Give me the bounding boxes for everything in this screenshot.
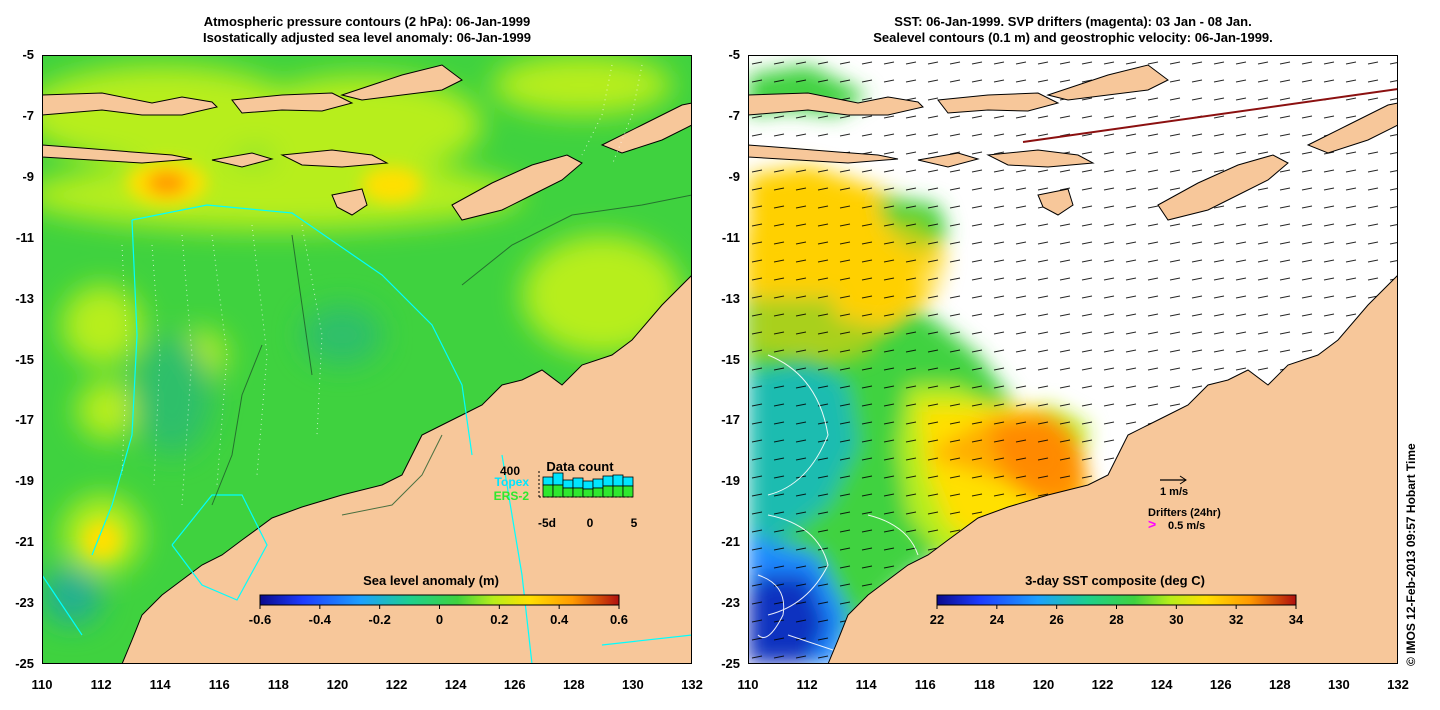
data-count-tick-5: 5 (631, 516, 638, 530)
data-count-inset: Data count 400 Topex ERS-2 -5d 0 5 (494, 459, 638, 530)
left-x-tick: 124 (444, 677, 467, 692)
left-y-tick: -25 (15, 656, 34, 671)
sst-colorbar-tick-label: 24 (990, 612, 1005, 627)
sst-colorbar-tick-label: 32 (1229, 612, 1243, 627)
right-y-tick: -25 (721, 656, 740, 671)
left-title-line1: Atmospheric pressure contours (2 hPa): 0… (203, 14, 531, 29)
right-x-tick: 118 (973, 677, 995, 692)
right-y-tick: -19 (721, 473, 740, 489)
sea-level-colorbar-tick-label: 0.6 (610, 612, 628, 627)
right-y-tick: -11 (721, 229, 740, 245)
left-y-tick: -11 (15, 229, 34, 245)
velocity-legend-label: 1 m/s (1160, 486, 1188, 498)
sst-colorbar-tick-label: 26 (1049, 612, 1063, 627)
right-x-tick: 132 (1387, 677, 1409, 692)
left-x-tick: 120 (326, 677, 349, 692)
right-x-tick: 126 (1209, 677, 1232, 692)
sst-colorbar-tick-label: 34 (1289, 612, 1304, 627)
ers2-label: ERS-2 (494, 489, 530, 503)
data-count-max: 400 (500, 464, 520, 478)
imos-copyright-label: © IMOS 12-Feb-2013 09:57 Hobart Time (1404, 443, 1418, 666)
sea-level-colorbar-tick-label: 0 (436, 612, 443, 627)
right-y-tick: -5 (728, 47, 740, 62)
right-map-frame (748, 55, 1398, 664)
sea-level-colorbar-tick-label: -0.6 (249, 612, 271, 627)
sst-colorbar-tick-label: 28 (1109, 612, 1123, 627)
sea-level-anomaly-map: Sea level anomaly (m) -0.6 -0.4 -0.2 0 0.2 0.… (42, 55, 692, 664)
sea-level-colorbar-label: Sea level anomaly (m) (363, 573, 499, 588)
data-count-tick-neg5: -5d (538, 516, 556, 530)
right-y-tick: -15 (721, 351, 740, 367)
left-x-tick: 118 (267, 677, 289, 692)
velocity-legend: 1 m/s Drifters (24hr) > 0.5 m/s (1148, 475, 1221, 532)
left-y-tick: -19 (15, 473, 34, 489)
right-title-line1: SST: 06-Jan-1999. SVP drifters (magenta)… (894, 14, 1252, 29)
left-x-tick: 130 (622, 677, 644, 692)
sea-level-colorbar: Sea level anomaly (m) -0.6 -0.4 -0.2 0 0.2 0.… (249, 573, 628, 627)
left-y-tick: -7 (22, 107, 34, 123)
left-x-tick: 116 (208, 677, 230, 692)
sst-colorbar-tick-label: 30 (1169, 612, 1183, 627)
right-title-line2: Sealevel contours (0.1 m) and geostrophi… (873, 30, 1273, 45)
right-x-tick: 120 (1032, 677, 1055, 692)
left-y-tick: -5 (22, 47, 34, 62)
left-x-tick: 114 (149, 677, 171, 692)
right-x-tick: 128 (1268, 677, 1291, 692)
left-map-frame (42, 55, 692, 664)
right-x-tick: 124 (1150, 677, 1173, 692)
right-y-tick: -9 (728, 168, 740, 184)
left-x-tick: 126 (503, 677, 526, 692)
sst-colorbar: 3-day SST composite (deg C) 22 24 26 28 30 32… (930, 573, 1304, 627)
landmass-right (748, 64, 1398, 664)
left-x-tick: 122 (385, 677, 408, 692)
sst-colorbar-tick-label: 22 (930, 612, 944, 627)
sea-level-colorbar-tick-label: -0.2 (368, 612, 390, 627)
left-x-tick: 110 (31, 677, 53, 692)
left-title-line2: Isostatically adjusted sea level anomaly… (202, 30, 532, 45)
right-x-tick: 114 (855, 677, 877, 692)
drifters-speed-label: 0.5 m/s (1168, 520, 1205, 532)
right-y-tick: -13 (721, 290, 740, 306)
data-count-tick-0: 0 (587, 516, 594, 530)
right-y-tick: -17 (721, 412, 740, 428)
data-count-title: Data count (546, 459, 614, 474)
topex-label: Topex (495, 475, 530, 489)
right-y-tick: -21 (721, 534, 740, 550)
landmass-left (42, 64, 692, 664)
right-y-tick: -7 (728, 107, 740, 123)
sst-colorbar-label: 3-day SST composite (deg C) (1025, 573, 1205, 588)
sea-level-colorbar-tick-label: 0.2 (490, 612, 508, 627)
right-x-tick: 116 (914, 677, 936, 692)
right-x-tick: 112 (796, 677, 818, 692)
right-y-tick: -23 (721, 595, 740, 611)
left-x-tick: 112 (90, 677, 112, 692)
right-x-tick: 130 (1328, 677, 1350, 692)
right-x-tick: 110 (737, 677, 759, 692)
sst-map: 1 m/s Drifters (24hr) > 0.5 m/s 3-day SS… (748, 55, 1398, 664)
left-y-tick: -9 (22, 168, 34, 184)
left-y-tick: -13 (15, 290, 34, 306)
drifters-legend-label: Drifters (24hr) (1148, 507, 1221, 519)
left-x-tick: 128 (562, 677, 585, 692)
left-y-tick: -17 (15, 412, 34, 428)
left-y-tick: -15 (15, 351, 34, 367)
track-lines (42, 204, 692, 664)
left-x-tick: 132 (681, 677, 703, 692)
drifter-arrow-icon: > (1148, 516, 1156, 532)
sea-level-colorbar-tick-label: -0.4 (309, 612, 332, 627)
drifter-track (1022, 88, 1398, 143)
right-x-tick: 122 (1091, 677, 1114, 692)
sea-level-colorbar-tick-label: 0.4 (550, 612, 569, 627)
left-y-tick: -23 (15, 595, 34, 611)
left-y-tick: -21 (15, 534, 34, 550)
